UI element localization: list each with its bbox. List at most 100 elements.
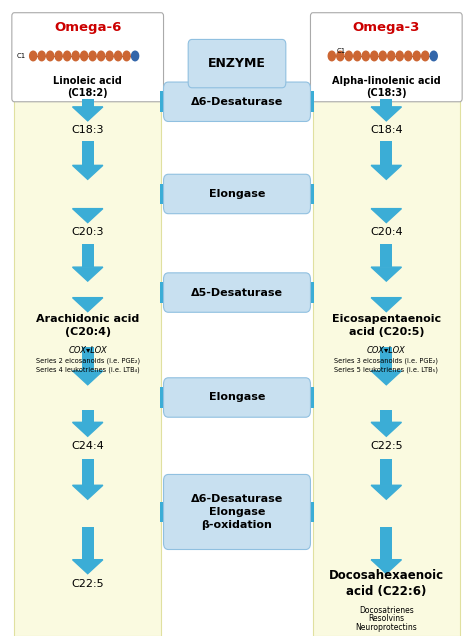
Bar xyxy=(160,387,163,408)
Polygon shape xyxy=(73,107,103,121)
FancyBboxPatch shape xyxy=(313,99,460,636)
Circle shape xyxy=(405,51,412,60)
Bar xyxy=(380,410,392,422)
Polygon shape xyxy=(371,298,401,312)
FancyBboxPatch shape xyxy=(164,273,310,312)
Text: C20:4: C20:4 xyxy=(370,227,402,237)
Polygon shape xyxy=(73,371,103,385)
Text: Eicosapentaenoic
acid (C20:5): Eicosapentaenoic acid (C20:5) xyxy=(332,314,441,337)
FancyBboxPatch shape xyxy=(14,99,161,636)
Text: Δ6-Desaturase
Elongase
β-oxidation: Δ6-Desaturase Elongase β-oxidation xyxy=(191,494,283,530)
Circle shape xyxy=(29,51,36,60)
Polygon shape xyxy=(371,165,401,179)
Text: COX▾LOX: COX▾LOX xyxy=(68,346,107,355)
Text: Δ5-Desaturase: Δ5-Desaturase xyxy=(191,287,283,298)
Circle shape xyxy=(72,51,79,60)
Polygon shape xyxy=(73,165,103,179)
Polygon shape xyxy=(371,560,401,574)
Text: COX▾LOX: COX▾LOX xyxy=(367,346,406,355)
Text: Omega-3: Omega-3 xyxy=(353,21,420,34)
Bar xyxy=(311,184,314,204)
Text: Omega-6: Omega-6 xyxy=(54,21,121,34)
Bar xyxy=(380,298,392,304)
Bar xyxy=(160,502,163,522)
Text: Series 4 leukotrienes (i.e. LTB₄): Series 4 leukotrienes (i.e. LTB₄) xyxy=(36,366,139,373)
Bar xyxy=(306,96,313,107)
Polygon shape xyxy=(371,371,401,385)
Bar xyxy=(311,92,314,112)
Circle shape xyxy=(413,51,420,60)
FancyBboxPatch shape xyxy=(12,13,164,102)
Bar xyxy=(380,141,392,165)
Bar xyxy=(82,141,94,165)
Text: C24:4: C24:4 xyxy=(71,441,104,452)
Text: Series 3 eicosanoids (i.e. PGE₂): Series 3 eicosanoids (i.e. PGE₂) xyxy=(334,358,438,364)
Text: C1: C1 xyxy=(17,53,26,59)
Bar xyxy=(160,184,163,204)
Bar xyxy=(161,287,168,298)
FancyBboxPatch shape xyxy=(164,174,310,214)
Bar xyxy=(311,387,314,408)
Text: C22:5: C22:5 xyxy=(370,441,402,452)
Polygon shape xyxy=(371,209,401,223)
Circle shape xyxy=(371,51,378,60)
Circle shape xyxy=(362,51,369,60)
Text: C22:5: C22:5 xyxy=(72,579,104,589)
Bar xyxy=(161,506,168,518)
Circle shape xyxy=(422,51,429,60)
Bar xyxy=(82,410,94,422)
Bar xyxy=(380,459,392,485)
Circle shape xyxy=(379,51,386,60)
Text: Elongase: Elongase xyxy=(209,392,265,403)
Bar xyxy=(311,282,314,303)
Bar xyxy=(82,244,94,267)
Polygon shape xyxy=(371,485,401,499)
Bar xyxy=(160,282,163,303)
Circle shape xyxy=(123,51,130,60)
Circle shape xyxy=(89,51,96,60)
Text: C18:3: C18:3 xyxy=(72,125,104,135)
Text: Linoleic acid
(C18:2): Linoleic acid (C18:2) xyxy=(53,76,122,99)
Bar xyxy=(161,96,168,107)
Circle shape xyxy=(354,51,361,60)
Circle shape xyxy=(46,51,54,60)
Circle shape xyxy=(345,51,352,60)
Polygon shape xyxy=(371,107,401,121)
Text: ENZYME: ENZYME xyxy=(208,57,266,70)
Text: Alpha-linolenic acid
(C18:3): Alpha-linolenic acid (C18:3) xyxy=(332,76,441,99)
Polygon shape xyxy=(73,422,103,436)
Text: Arachidonic acid
(C20:4): Arachidonic acid (C20:4) xyxy=(36,314,139,337)
Polygon shape xyxy=(73,298,103,312)
Polygon shape xyxy=(73,209,103,223)
Text: Resolvins: Resolvins xyxy=(368,614,404,623)
Bar xyxy=(161,188,168,200)
Polygon shape xyxy=(371,267,401,281)
Text: C18:4: C18:4 xyxy=(370,125,402,135)
Polygon shape xyxy=(371,422,401,436)
FancyBboxPatch shape xyxy=(310,13,462,102)
Bar xyxy=(82,298,94,304)
Bar xyxy=(311,502,314,522)
Text: Docosatrienes: Docosatrienes xyxy=(359,606,414,615)
Bar xyxy=(306,392,313,403)
Text: Elongase: Elongase xyxy=(209,189,265,199)
Text: Series 2 eicosanoids (i.e. PGE₂): Series 2 eicosanoids (i.e. PGE₂) xyxy=(36,358,140,364)
Circle shape xyxy=(328,51,335,60)
Polygon shape xyxy=(73,485,103,499)
Circle shape xyxy=(98,51,105,60)
Circle shape xyxy=(115,51,122,60)
Circle shape xyxy=(81,51,88,60)
Bar xyxy=(306,188,313,200)
Bar xyxy=(161,392,168,403)
Circle shape xyxy=(38,51,45,60)
FancyBboxPatch shape xyxy=(164,82,310,121)
Text: Docosahexaenoic
acid (C22:6): Docosahexaenoic acid (C22:6) xyxy=(329,569,444,598)
Circle shape xyxy=(430,51,437,60)
Bar xyxy=(160,92,163,112)
Polygon shape xyxy=(73,267,103,281)
Circle shape xyxy=(396,51,403,60)
FancyBboxPatch shape xyxy=(164,378,310,417)
Text: C20:3: C20:3 xyxy=(72,227,104,237)
Bar xyxy=(82,347,94,371)
Circle shape xyxy=(106,51,113,60)
